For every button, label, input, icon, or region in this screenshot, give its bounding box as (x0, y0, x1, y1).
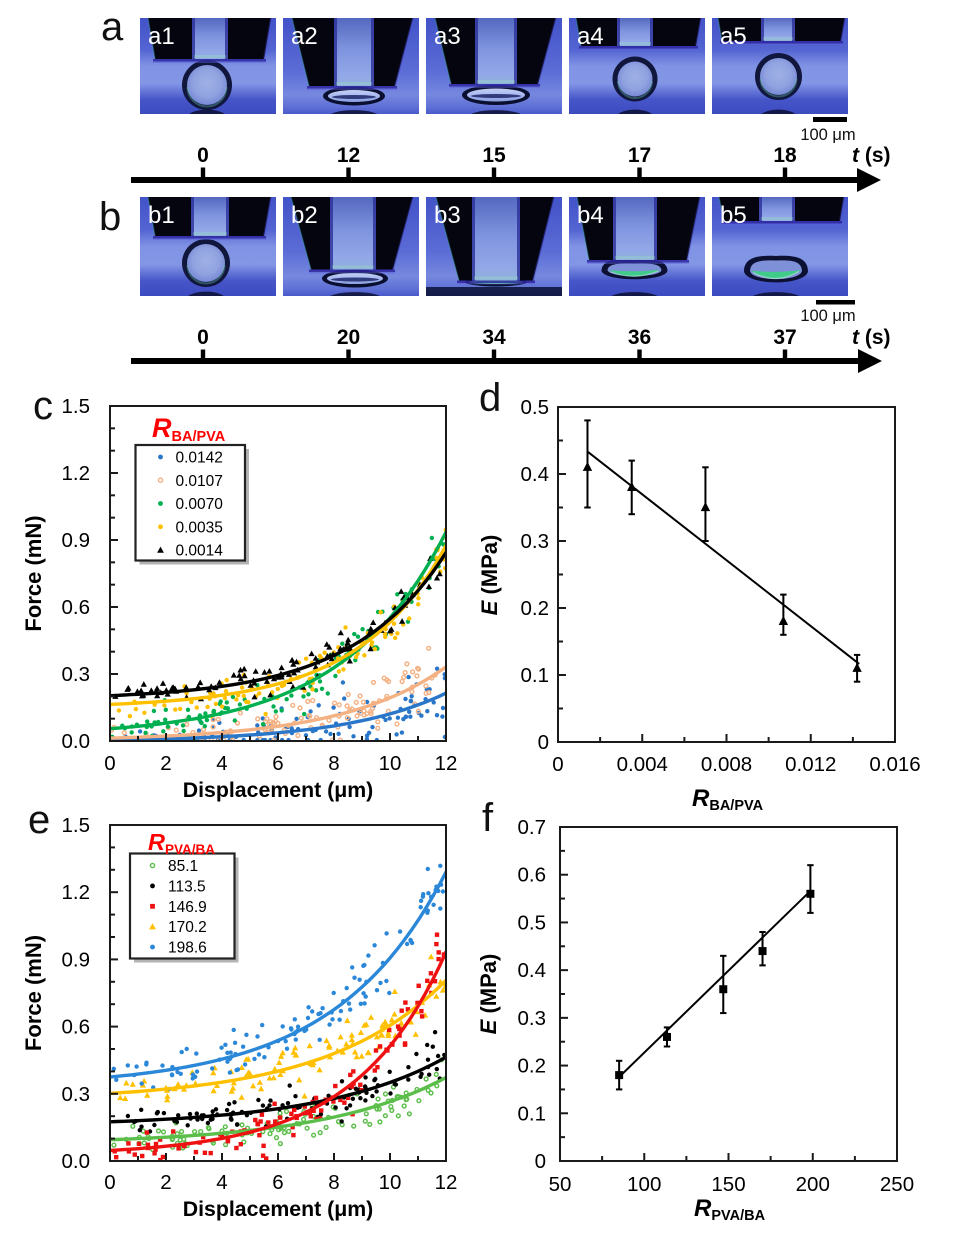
svg-text:10: 10 (379, 1171, 402, 1194)
svg-text:170.2: 170.2 (168, 919, 207, 936)
svg-text:85.1: 85.1 (168, 858, 198, 875)
svg-text:15: 15 (482, 144, 506, 167)
svg-text:113.5: 113.5 (168, 878, 206, 895)
svg-text:b5: b5 (720, 202, 747, 229)
svg-text:0.3: 0.3 (521, 530, 550, 553)
svg-text:18: 18 (773, 144, 797, 167)
svg-text:a1: a1 (148, 23, 175, 50)
svg-text:0.6: 0.6 (62, 596, 91, 619)
svg-text:0.3: 0.3 (518, 1007, 547, 1030)
svg-text:150: 150 (711, 1173, 745, 1196)
svg-text:100 μm: 100 μm (800, 307, 855, 325)
svg-text:a5: a5 (720, 23, 747, 50)
svg-text:0.0: 0.0 (62, 730, 91, 753)
svg-text:0.0070: 0.0070 (176, 496, 224, 513)
svg-text:a4: a4 (577, 23, 604, 50)
svg-text:146.9: 146.9 (168, 899, 207, 916)
svg-text:b1: b1 (148, 202, 175, 229)
svg-text:0: 0 (538, 731, 549, 754)
svg-text:0.008: 0.008 (701, 753, 752, 776)
svg-text:Displacement (μm): Displacement (μm) (183, 778, 374, 802)
svg-text:1.2: 1.2 (62, 881, 91, 904)
svg-text:50: 50 (549, 1173, 572, 1196)
svg-text:198.6: 198.6 (168, 940, 207, 957)
svg-text:0.9: 0.9 (62, 948, 91, 971)
svg-text:34: 34 (482, 326, 506, 349)
svg-text:200: 200 (796, 1173, 830, 1196)
svg-text:0.0035: 0.0035 (176, 519, 223, 536)
svg-text:a2: a2 (291, 23, 318, 50)
svg-text:1.5: 1.5 (62, 814, 91, 837)
svg-text:100 μm: 100 μm (800, 126, 855, 144)
svg-text:b: b (99, 195, 121, 239)
svg-text:E (MPa): E (MPa) (476, 954, 501, 1035)
svg-text:t (s): t (s) (852, 326, 891, 349)
svg-text:37: 37 (773, 326, 796, 349)
svg-text:Force (mN): Force (mN) (21, 935, 46, 1051)
svg-text:0: 0 (104, 1171, 115, 1194)
svg-text:6: 6 (272, 752, 283, 775)
svg-text:t (s): t (s) (852, 144, 891, 167)
svg-text:0.004: 0.004 (617, 753, 668, 776)
svg-text:12: 12 (435, 1171, 458, 1194)
svg-text:0: 0 (535, 1150, 546, 1173)
svg-text:0.3: 0.3 (62, 1083, 91, 1106)
svg-text:a3: a3 (434, 23, 461, 50)
svg-text:0: 0 (104, 752, 115, 775)
svg-text:1.2: 1.2 (62, 462, 91, 485)
svg-text:b3: b3 (434, 202, 461, 229)
svg-text:0: 0 (197, 144, 209, 167)
svg-text:12: 12 (337, 144, 360, 167)
svg-text:2: 2 (160, 752, 171, 775)
svg-text:b2: b2 (291, 202, 318, 229)
svg-text:0.3: 0.3 (62, 663, 91, 686)
svg-text:0: 0 (552, 753, 563, 776)
svg-text:Force (mN): Force (mN) (21, 515, 46, 631)
svg-text:d: d (479, 376, 501, 420)
svg-text:10: 10 (379, 752, 402, 775)
svg-text:12: 12 (435, 752, 458, 775)
svg-text:17: 17 (628, 144, 651, 167)
svg-text:2: 2 (160, 1171, 171, 1194)
svg-text:0.6: 0.6 (62, 1016, 91, 1039)
svg-text:100: 100 (627, 1173, 661, 1196)
svg-text:0.2: 0.2 (518, 1055, 547, 1078)
svg-text:0.0014: 0.0014 (176, 543, 224, 560)
svg-text:0.016: 0.016 (869, 753, 920, 776)
svg-text:0.012: 0.012 (785, 753, 836, 776)
svg-text:250: 250 (880, 1173, 914, 1196)
svg-text:20: 20 (337, 326, 360, 349)
svg-text:0: 0 (197, 326, 209, 349)
svg-text:0.1: 0.1 (518, 1102, 547, 1125)
svg-text:0.1: 0.1 (521, 664, 550, 687)
svg-text:0.2: 0.2 (521, 597, 550, 620)
svg-text:8: 8 (328, 1171, 339, 1194)
svg-text:e: e (28, 798, 50, 842)
svg-text:6: 6 (272, 1171, 283, 1194)
svg-text:a: a (101, 5, 124, 49)
svg-text:E (MPa): E (MPa) (477, 535, 502, 616)
svg-text:0.0142: 0.0142 (176, 450, 223, 467)
svg-text:0.5: 0.5 (518, 911, 547, 934)
svg-text:c: c (33, 384, 53, 428)
svg-text:0.4: 0.4 (518, 959, 547, 982)
svg-text:8: 8 (328, 752, 339, 775)
svg-text:4: 4 (216, 1171, 227, 1194)
svg-text:1.5: 1.5 (62, 395, 91, 418)
svg-text:Displacement (μm): Displacement (μm) (183, 1197, 374, 1221)
svg-text:4: 4 (216, 752, 227, 775)
svg-text:0.0: 0.0 (62, 1150, 91, 1173)
svg-text:0.5: 0.5 (521, 396, 550, 419)
svg-text:f: f (482, 796, 494, 840)
svg-text:36: 36 (628, 326, 651, 349)
svg-text:0.6: 0.6 (518, 864, 547, 887)
svg-text:b4: b4 (577, 202, 604, 229)
svg-text:0.4: 0.4 (521, 463, 550, 486)
svg-text:0.7: 0.7 (518, 816, 547, 839)
svg-text:0.9: 0.9 (62, 529, 91, 552)
svg-text:0.0107: 0.0107 (176, 473, 223, 490)
